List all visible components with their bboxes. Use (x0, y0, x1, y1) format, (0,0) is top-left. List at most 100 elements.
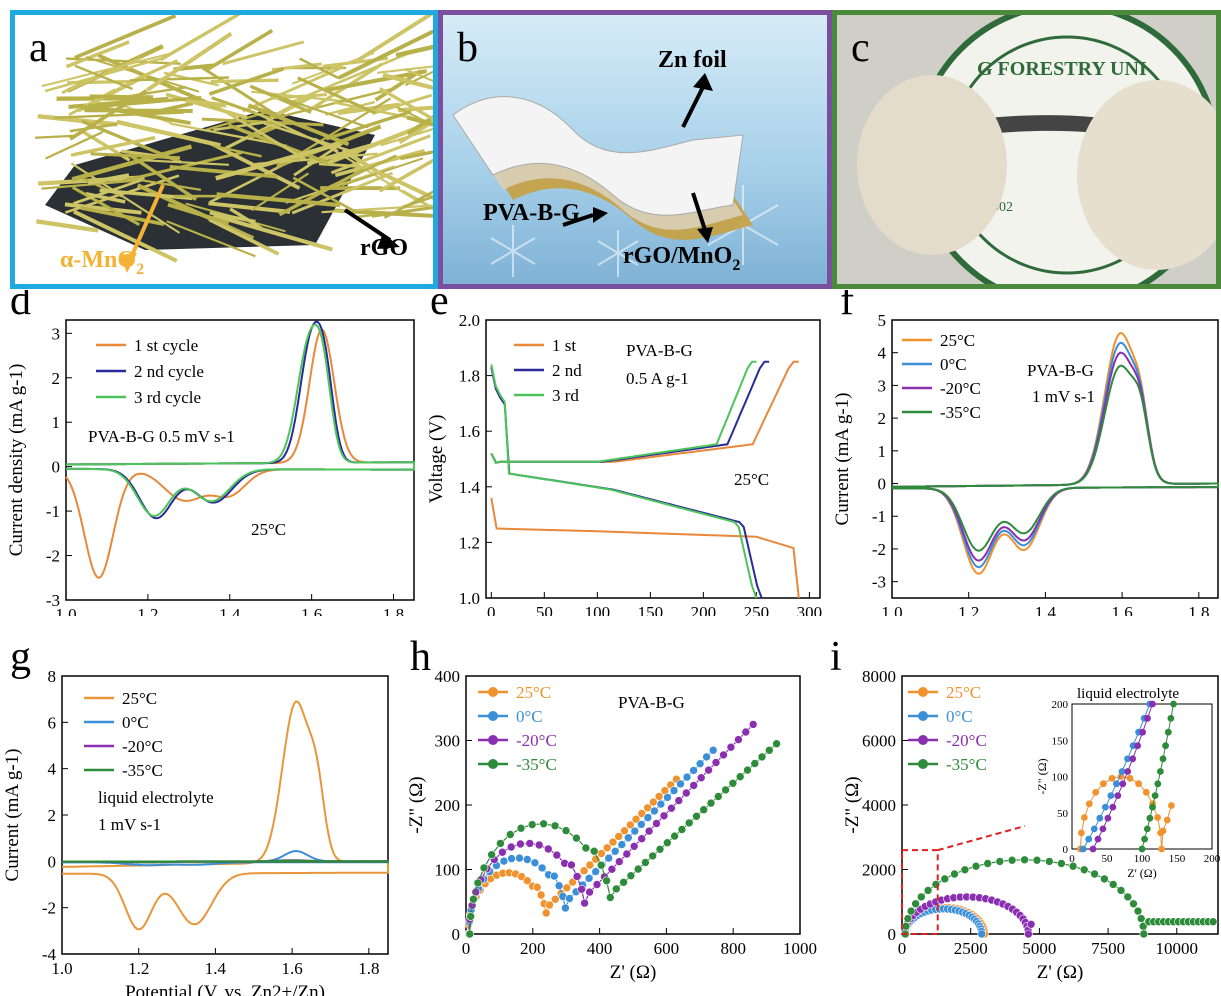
x-tick-label: 600 (654, 939, 680, 958)
x-tick-label: 100 (585, 603, 611, 616)
x-tick-label: 1.4 (205, 959, 227, 978)
inset-y-tick-label: 50 (1057, 808, 1069, 820)
data-point--20°C (580, 898, 589, 908)
data-point-25°C (523, 876, 532, 886)
inset-data-point--20°C (1144, 714, 1151, 722)
inset-data-point--35°C (1141, 835, 1148, 843)
inset-data-point--20°C (1089, 845, 1097, 853)
mno2-nanowire (380, 127, 433, 147)
panel-label: g (10, 634, 31, 680)
y-tick-label: 8 (48, 667, 57, 686)
data-point-25°C (637, 809, 647, 818)
data-point--35°C (466, 912, 475, 921)
mno2-nanowire (212, 213, 334, 252)
mno2-nanowire (323, 69, 426, 93)
legend-label: 0°C (946, 707, 973, 726)
left-hand (857, 75, 1007, 255)
data-point--35°C (655, 845, 665, 854)
inset-data-point-25°C (1159, 827, 1167, 835)
panel-label: e (430, 290, 449, 324)
x-tick-label: 1.6 (301, 605, 322, 616)
mno2-nanowire (85, 56, 200, 93)
data-point--35°C (1133, 906, 1143, 916)
annotation: 1 mV s-1 (98, 815, 161, 834)
x-tick-label: 400 (587, 939, 613, 958)
legend-label: -20°C (122, 737, 163, 756)
legend-label: 0°C (516, 707, 543, 726)
x-tick-label: 0 (487, 603, 496, 616)
mno2-nanowire (129, 76, 229, 82)
y-axis-title: Current density (mA g-1) (6, 364, 27, 557)
x-tick-label: 5000 (1022, 939, 1056, 958)
data-point--20°C (577, 884, 586, 894)
data-point--35°C (699, 805, 709, 814)
data-point--35°C (684, 818, 694, 828)
data-point--35°C (1057, 859, 1066, 868)
data-point-25°C (536, 890, 546, 900)
panel-label-c: c (851, 25, 870, 71)
y-tick-label: 4 (878, 344, 887, 363)
x-tick-label: 1.2 (128, 959, 149, 978)
x-tick-label: 200 (691, 603, 717, 616)
mno2-nanowire (216, 192, 341, 208)
data-point--35°C (1079, 865, 1089, 875)
x-tick-label: 1.0 (881, 603, 902, 616)
svg-text:α-MnO2: α-MnO2 (60, 247, 144, 278)
data-point-25°C (551, 894, 560, 904)
mno2-nanowire (406, 114, 433, 136)
inset-data-point--35°C (1138, 845, 1146, 853)
data-point-0°C (650, 806, 659, 816)
data-point-0°C (499, 856, 509, 866)
y-tick-label: 4 (48, 760, 57, 779)
y-axis-title: Current (mA g-1) (2, 749, 23, 882)
chart-f: 1.01.21.41.61.8-3-2-1012345Potential (V,… (832, 290, 1219, 616)
y-tick-label: 5 (878, 311, 887, 330)
mno2-nanowire (64, 202, 142, 215)
y-tick-label: 6000 (862, 732, 896, 751)
data-point--20°C (567, 860, 576, 870)
mno2-nanowire (208, 201, 291, 214)
y-tick-label: 8000 (862, 667, 896, 686)
data-point-25°C (608, 837, 618, 847)
y-tick-label: 0 (452, 925, 461, 944)
mno2-label: α-MnO (60, 247, 136, 273)
data-point--35°C (572, 833, 581, 843)
x-tick-label: 150 (638, 603, 664, 616)
data-point--20°C (534, 840, 544, 850)
mno2-nanowire (222, 40, 305, 66)
mno2-nanowire (205, 28, 274, 72)
data-point--20°C (552, 850, 562, 860)
mno2-nanowire (35, 134, 76, 139)
series-0°C (62, 849, 389, 867)
inset-data-point-0°C (1085, 835, 1093, 843)
mno2-arrow (128, 184, 165, 261)
mno2-nanowire (37, 113, 118, 127)
data-point--35°C (606, 893, 615, 902)
inset-data-point--35°C (1157, 768, 1164, 775)
data-point--20°C (711, 758, 721, 767)
inset-data-point--20°C (1119, 780, 1127, 788)
data-point--35°C (721, 785, 730, 795)
plot-frame (65, 319, 415, 601)
panel-label: i (830, 634, 842, 680)
data-point--35°C (1136, 914, 1146, 923)
data-point--35°C (589, 846, 599, 856)
legend-label: 25°C (122, 689, 157, 708)
inset-data-point-0°C (1113, 780, 1120, 788)
inset-data-point--20°C (1124, 768, 1132, 775)
data-point--35°C (1100, 874, 1109, 884)
mno2-nanowire (324, 100, 376, 116)
mno2-nanowire (54, 111, 184, 119)
data-point--20°C (681, 788, 691, 798)
mno2-nanowire (330, 134, 431, 175)
data-point--20°C (719, 750, 728, 760)
inset-background (1072, 704, 1212, 849)
data-point--20°C (615, 857, 624, 866)
mno2-nanowire (129, 154, 198, 201)
legend-marker (488, 711, 498, 721)
annotation: PVA-B-G (626, 341, 693, 360)
data-point-0°C (663, 793, 672, 802)
mno2-nanowire (71, 144, 193, 182)
inset-y-tick-label: 150 (1052, 735, 1069, 747)
data-point--20°C (585, 887, 594, 897)
